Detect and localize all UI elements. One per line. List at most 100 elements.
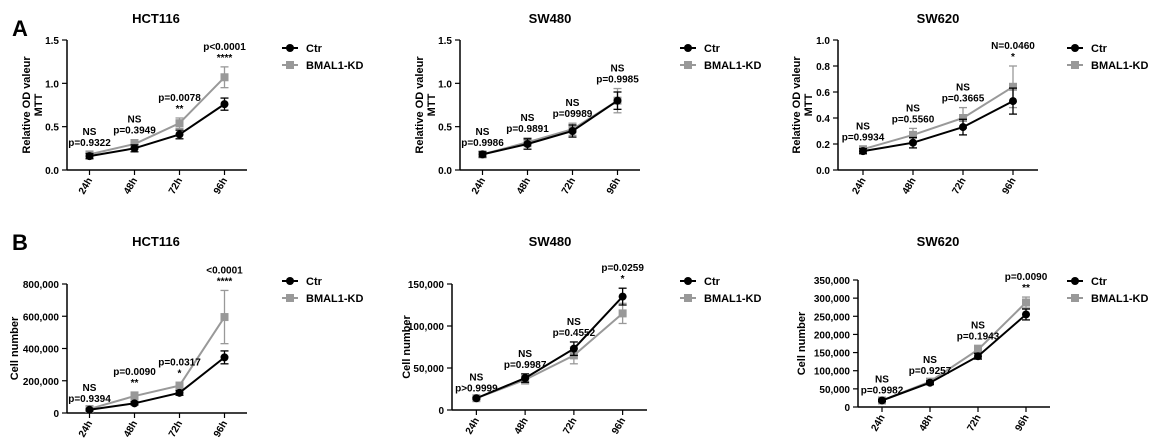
y-tick-label: 1.5	[438, 36, 452, 47]
y-tick-label: 0	[438, 406, 444, 417]
data-point-bmal1-kd	[175, 119, 184, 128]
x-tick-label: 72h	[950, 176, 968, 196]
significance-annotation: NS	[518, 349, 532, 360]
significance-annotation: p<0.0001	[203, 42, 246, 53]
data-point-ctr	[130, 144, 139, 153]
y-tick-label: 0.6	[816, 88, 830, 99]
significance-annotation: NS	[971, 320, 985, 331]
x-tick-label: 24h	[77, 176, 95, 196]
significance-annotation: **	[1022, 283, 1030, 294]
series-line-ctr	[89, 356, 226, 411]
y-tick-label: 150,000	[814, 349, 851, 360]
legend-ctr-label: Ctr	[306, 276, 323, 288]
significance-annotation: p=0.9257	[909, 366, 952, 377]
data-point-ctr	[1009, 97, 1017, 106]
data-point-bmal1-kd	[220, 73, 229, 82]
y-tick-label: 250,000	[814, 312, 851, 323]
legend-bmal1-kd-marker	[684, 61, 692, 69]
y-tick-label: 300,000	[814, 294, 851, 305]
y-tick-label: 0.0	[816, 166, 830, 177]
legend-ctr-label: Ctr	[704, 43, 721, 55]
significance-annotation: p=0.0259	[601, 263, 644, 274]
chart-title: HCT116	[132, 234, 180, 249]
series-line-bmal1-kd	[881, 301, 1027, 402]
x-tick-label: 96h	[212, 419, 230, 439]
significance-annotation: p=0.9986	[461, 138, 504, 149]
significance-annotation: p=0.3949	[113, 126, 156, 137]
y-axis-label: MTT	[803, 93, 815, 116]
chart-a-sw620: SW620 Relative OD valeur MTT 0.0 0.2 0.4 0.6 0.…	[791, 11, 1148, 196]
significance-annotation: p=0.9987	[504, 360, 547, 371]
data-point-bmal1-kd	[618, 309, 627, 318]
y-tick-label: 200,000	[814, 330, 851, 341]
significance-annotation: p=0.9891	[506, 124, 549, 135]
series-line-bmal1-kd	[89, 316, 226, 410]
significance-annotation: p=0.9934	[842, 133, 885, 144]
significance-annotation: NS	[856, 122, 870, 133]
data-point-ctr	[613, 96, 622, 105]
chart-title: SW620	[917, 234, 960, 249]
significance-annotation: p=0.3665	[942, 94, 985, 105]
significance-annotation: p=0.9982	[861, 385, 904, 396]
significance-annotation: NS	[956, 83, 970, 94]
significance-annotation: NS	[476, 127, 490, 138]
legend-bmal1-kd-marker	[1071, 294, 1079, 302]
y-tick-label: 600,000	[23, 312, 60, 323]
legend-ctr-marker	[684, 277, 692, 285]
x-tick-label: 48h	[900, 176, 918, 196]
chart-b-hct116: HCT116 Cell number 0 200,000 400,000 600,000 8…	[9, 234, 363, 439]
x-tick-label: 24h	[464, 416, 482, 436]
significance-annotation: *	[1011, 52, 1015, 63]
chart-title: SW620	[917, 11, 960, 26]
data-point-bmal1-kd	[1009, 82, 1017, 91]
x-tick-label: 72h	[167, 176, 185, 196]
significance-annotation: p=0.9985	[596, 75, 639, 86]
data-point-ctr	[523, 140, 532, 148]
x-tick-label: 72h	[965, 413, 983, 433]
y-tick-label: 150,000	[408, 280, 445, 291]
data-point-ctr	[85, 152, 94, 161]
y-axis-label: Cell number	[9, 316, 21, 380]
significance-annotation: p=09989	[553, 109, 593, 120]
y-axis-label: MTT	[426, 93, 438, 116]
significance-annotation: NS	[469, 372, 483, 383]
series-line-ctr	[881, 313, 1027, 402]
y-tick-label: 0.2	[816, 140, 830, 151]
legend-bmal1-kd-label: BMAL1-KD	[704, 293, 761, 305]
legend-ctr-label: Ctr	[1091, 43, 1108, 55]
significance-annotation: <0.0001	[206, 265, 243, 276]
y-tick-label: 1.0	[816, 36, 830, 47]
legend-ctr-marker	[1071, 277, 1079, 285]
data-point-ctr	[974, 352, 982, 361]
series-line-ctr	[89, 103, 226, 158]
data-point-ctr	[220, 100, 229, 109]
significance-annotation: p=0.9394	[68, 394, 111, 405]
x-tick-label: 96h	[610, 416, 628, 436]
significance-annotation: **	[176, 104, 184, 115]
y-tick-label: 100,000	[814, 367, 851, 378]
data-point-bmal1-kd	[909, 130, 917, 139]
chart-a-hct116: HCT116 Relative OD valeur MTT 0.0 0.5 1.0 1.5 2…	[21, 11, 363, 196]
y-tick-label: 0	[844, 403, 850, 414]
x-tick-label: 48h	[515, 176, 533, 196]
data-point-ctr	[959, 123, 967, 132]
series-line-bmal1-kd	[476, 312, 624, 400]
data-point-ctr	[85, 405, 94, 414]
data-point-ctr	[618, 292, 627, 301]
data-point-ctr	[569, 344, 578, 353]
data-point-ctr	[220, 353, 229, 362]
y-tick-label: 50,000	[413, 364, 444, 375]
series-line-ctr	[475, 295, 624, 400]
data-point-ctr	[878, 396, 886, 405]
legend-bmal1-kd-marker	[684, 294, 692, 302]
data-point-bmal1-kd	[974, 345, 982, 354]
y-tick-label: 0.0	[438, 166, 452, 177]
x-tick-label: 72h	[560, 176, 578, 196]
significance-annotation: *	[621, 274, 625, 285]
y-tick-label: 200,000	[23, 377, 60, 388]
x-tick-label: 96h	[1013, 413, 1031, 433]
legend-ctr-label: Ctr	[704, 276, 721, 288]
x-tick-label: 24h	[850, 176, 868, 196]
significance-annotation: p=0.0317	[158, 357, 201, 368]
